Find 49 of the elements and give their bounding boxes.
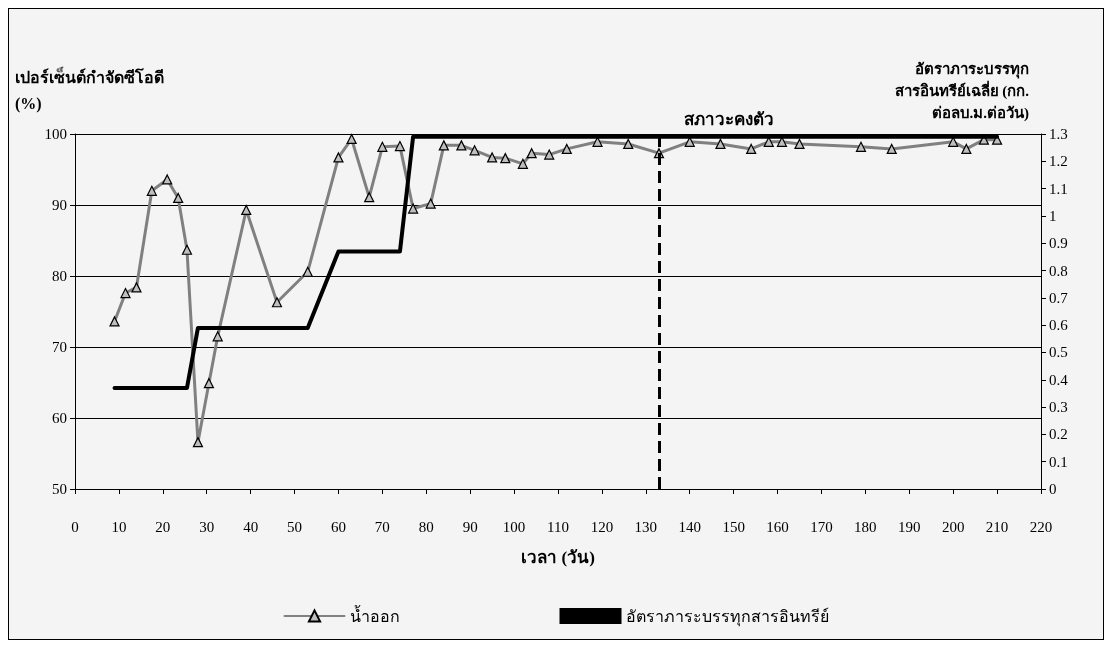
y2-tick-label: 0.4 bbox=[1049, 371, 1069, 388]
x-tick-label: 0 bbox=[71, 518, 79, 535]
y2-tick-label: 1 bbox=[1049, 207, 1057, 224]
y-tick-label: 60 bbox=[52, 410, 67, 426]
y2-tick-label: 0.2 bbox=[1049, 426, 1068, 443]
x-tick-label: 150 bbox=[722, 518, 745, 535]
y-tick-label: 100 bbox=[44, 126, 67, 142]
y-tick-label: 50 bbox=[52, 481, 67, 497]
ref-line-label: สภาวะคงตัว bbox=[683, 110, 774, 129]
x-tick-label: 20 bbox=[155, 518, 171, 535]
x-tick-label: 120 bbox=[590, 518, 614, 535]
x-tick-label: 200 bbox=[941, 518, 965, 535]
x-tick-label: 10 bbox=[111, 518, 127, 535]
x-tick-label: 130 bbox=[634, 518, 658, 535]
x-tick-label: 140 bbox=[678, 518, 701, 535]
y2-tick-label: 0.9 bbox=[1049, 235, 1068, 252]
legend-label: อัตราภาระบรรทุกสารอินทรีย์ bbox=[625, 606, 829, 627]
x-tick-label: 50 bbox=[287, 518, 303, 535]
x-tick-label: 60 bbox=[330, 518, 346, 535]
x-tick-label: 80 bbox=[418, 518, 434, 535]
y2-tick-label: 0.8 bbox=[1049, 262, 1068, 279]
y2-tick-label: 0.1 bbox=[1049, 453, 1068, 470]
x-tick-label: 40 bbox=[243, 518, 259, 535]
y-axis-title: เปอร์เซ็นต์กำจัดซีโอดี (%) bbox=[15, 65, 164, 113]
x-tick-label: 110 bbox=[547, 518, 569, 535]
x-tick-label: 160 bbox=[766, 518, 789, 535]
y2-tick-label: 0.3 bbox=[1049, 399, 1068, 416]
y-tick-label: 80 bbox=[52, 268, 67, 284]
x-tick-label: 100 bbox=[502, 518, 526, 535]
y2-tick-label: 1.1 bbox=[1049, 180, 1068, 197]
x-tick-label: 190 bbox=[898, 518, 921, 535]
y2-tick-label: 1.3 bbox=[1049, 126, 1068, 142]
y2-tick-label: 1.2 bbox=[1049, 153, 1068, 170]
x-tick-label: 70 bbox=[374, 518, 390, 535]
y2-tick-label: 0.5 bbox=[1049, 344, 1068, 361]
y-tick-label: 70 bbox=[52, 339, 67, 355]
x-tick-label: 170 bbox=[810, 518, 833, 535]
x-axis-title: เวลา (วัน) bbox=[521, 548, 595, 567]
x-tick-label: 90 bbox=[462, 518, 478, 535]
y2-axis-title: อัตราภาระบรรทุก สารอินทรีย์เฉลี่ย (กก. ต่อลบ.ม.ต่อวัน) bbox=[894, 61, 1030, 122]
x-tick-label: 210 bbox=[985, 518, 1009, 535]
y2-tick-label: 0.6 bbox=[1049, 317, 1069, 334]
legend-label: น้ำออก bbox=[349, 604, 400, 625]
x-tick-label: 30 bbox=[199, 518, 215, 535]
y2-tick-label: 0 bbox=[1049, 481, 1057, 497]
x-tick-label: 180 bbox=[854, 518, 877, 535]
y2-tick-label: 0.7 bbox=[1049, 289, 1069, 306]
x-tick-label: 220 bbox=[1029, 518, 1053, 535]
y-tick-label: 90 bbox=[52, 197, 67, 213]
